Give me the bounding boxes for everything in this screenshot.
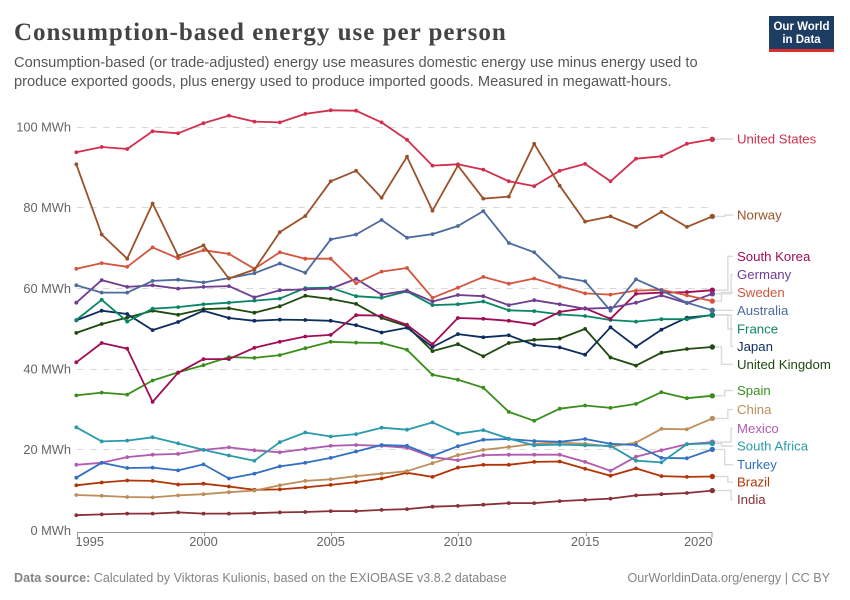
svg-text:South Korea: South Korea [737, 249, 811, 264]
svg-text:Turkey: Turkey [737, 457, 777, 472]
svg-text:Spain: Spain [737, 383, 771, 398]
svg-text:2005: 2005 [316, 534, 344, 549]
svg-text:Sweden: Sweden [737, 285, 785, 300]
svg-text:2010: 2010 [444, 534, 472, 549]
svg-text:100 MWh: 100 MWh [16, 120, 71, 135]
svg-text:2015: 2015 [571, 534, 599, 549]
svg-text:Japan: Japan [737, 339, 773, 354]
svg-text:2000: 2000 [189, 534, 217, 549]
svg-text:United States: United States [737, 132, 817, 147]
svg-text:1995: 1995 [76, 534, 104, 549]
svg-text:China: China [737, 402, 772, 417]
svg-text:Norway: Norway [737, 208, 782, 223]
svg-text:40 MWh: 40 MWh [23, 362, 71, 377]
svg-text:0 MWh: 0 MWh [30, 523, 71, 538]
svg-text:South Africa: South Africa [737, 439, 809, 454]
svg-text:Mexico: Mexico [737, 421, 779, 436]
svg-text:Brazil: Brazil [737, 475, 770, 490]
svg-text:20 MWh: 20 MWh [23, 442, 71, 457]
svg-text:2020: 2020 [684, 534, 712, 549]
svg-text:France: France [737, 322, 778, 337]
svg-text:Germany: Germany [737, 267, 792, 282]
svg-text:80 MWh: 80 MWh [23, 200, 71, 215]
svg-text:United Kingdom: United Kingdom [737, 357, 831, 372]
svg-text:60 MWh: 60 MWh [23, 281, 71, 296]
svg-text:India: India [737, 492, 766, 507]
svg-text:Australia: Australia [737, 303, 789, 318]
